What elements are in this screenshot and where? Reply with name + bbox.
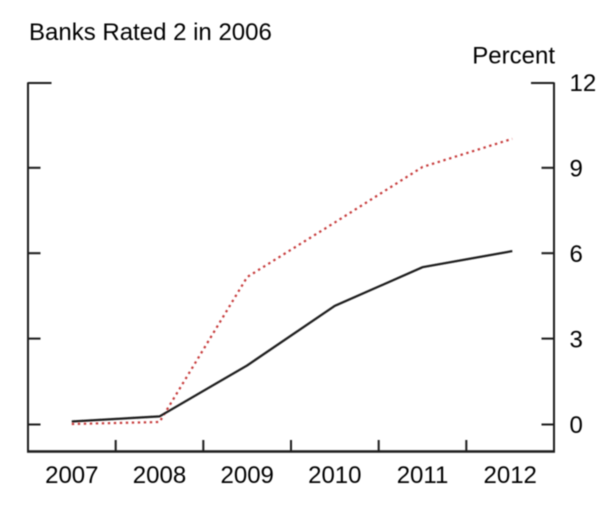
svg-text:2012: 2012 xyxy=(484,462,537,489)
svg-text:0: 0 xyxy=(570,412,583,439)
svg-text:2007: 2007 xyxy=(45,462,98,489)
svg-text:Percent: Percent xyxy=(472,43,555,70)
svg-text:2008: 2008 xyxy=(133,462,186,489)
svg-text:6: 6 xyxy=(570,241,583,268)
svg-text:2011: 2011 xyxy=(397,462,449,489)
svg-text:9: 9 xyxy=(570,156,583,183)
svg-text:2009: 2009 xyxy=(221,462,274,489)
svg-text:Banks Rated 2 in 2006: Banks Rated 2 in 2006 xyxy=(29,19,272,46)
svg-text:2010: 2010 xyxy=(308,462,361,489)
svg-text:3: 3 xyxy=(570,326,583,353)
svg-text:12: 12 xyxy=(570,70,597,97)
